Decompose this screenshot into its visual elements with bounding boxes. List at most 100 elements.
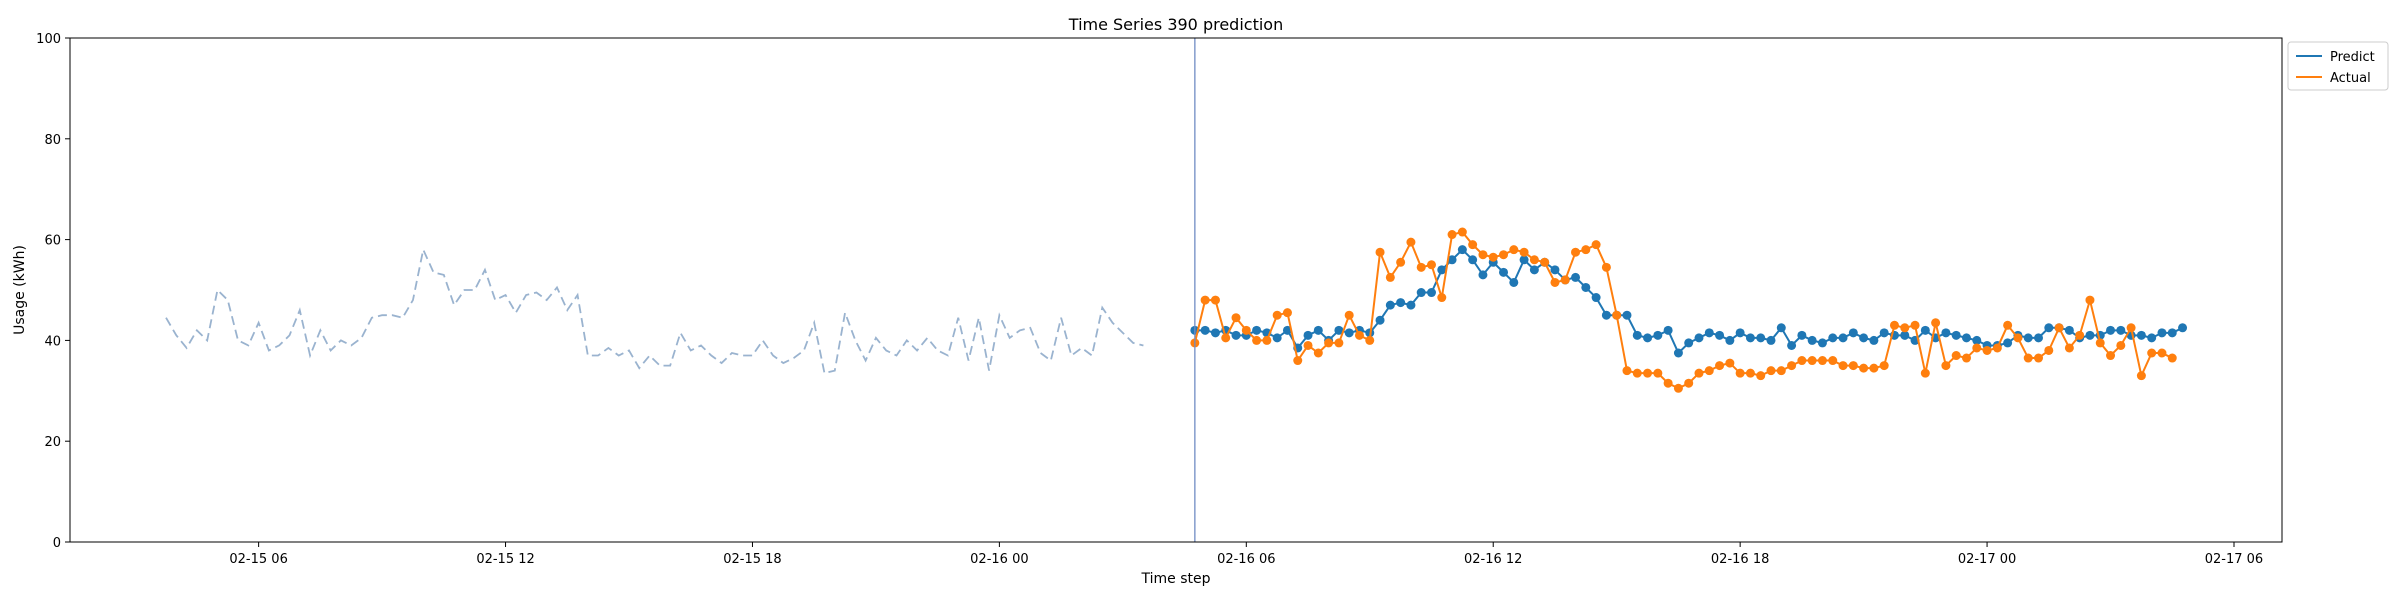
predict-point — [1972, 335, 1982, 345]
predict-point — [1920, 325, 1930, 335]
actual-point — [2106, 351, 2116, 361]
actual-point — [2064, 343, 2074, 353]
predict-point — [1745, 333, 1755, 343]
predict-point — [1272, 333, 1282, 343]
actual-point — [1694, 368, 1704, 378]
predict-point — [2157, 328, 2167, 338]
predict-point — [2136, 330, 2146, 340]
predict-point — [2064, 325, 2074, 335]
predict-point — [1282, 325, 1292, 335]
actual-point — [1663, 378, 1673, 388]
predict-point — [1879, 328, 1889, 338]
actual-point — [2116, 340, 2126, 350]
actual-point — [1653, 368, 1663, 378]
predict-point — [1694, 333, 1704, 343]
predict-point — [2085, 330, 2095, 340]
predict-point — [1848, 328, 1858, 338]
actual-point — [2147, 348, 2157, 358]
actual-point — [1900, 323, 1910, 333]
predict-point — [1601, 310, 1611, 320]
x-tick-label: 02-17 00 — [1958, 552, 2016, 567]
actual-point — [2034, 353, 2044, 363]
predict-point — [1817, 338, 1827, 348]
actual-point — [2054, 323, 2064, 333]
y-tick-label: 100 — [36, 32, 61, 47]
x-axis-label: Time step — [1141, 571, 1211, 587]
actual-point — [1313, 348, 1323, 358]
actual-point — [1951, 351, 1961, 361]
predict-point — [1756, 333, 1766, 343]
actual-point — [2126, 323, 2136, 333]
actual-point — [1869, 363, 1879, 373]
predict-point — [1961, 333, 1971, 343]
actual-point — [1488, 252, 1498, 262]
predict-point — [1529, 265, 1539, 275]
predict-point — [1735, 328, 1745, 338]
predict-point — [1715, 330, 1725, 340]
actual-point — [1992, 343, 2002, 353]
actual-point — [1889, 320, 1899, 330]
actual-point — [1344, 310, 1354, 320]
predict-point — [1725, 335, 1735, 345]
actual-line — [1193, 230, 2173, 390]
actual-point — [2013, 333, 2023, 343]
predict-point — [1457, 245, 1467, 255]
actual-point — [1601, 262, 1611, 272]
predict-point — [2106, 325, 2116, 335]
actual-point — [1643, 368, 1653, 378]
actual-point — [1210, 295, 1220, 305]
actual-point — [1941, 361, 1951, 371]
chart-title: Time Series 390 prediction — [1068, 15, 1283, 34]
actual-point — [1519, 247, 1529, 257]
predict-point — [1478, 270, 1488, 280]
actual-point — [1437, 293, 1447, 303]
predict-point — [1447, 255, 1457, 265]
actual-point — [2023, 353, 2033, 363]
actual-point — [2085, 295, 2095, 305]
predict-point — [1499, 267, 1509, 277]
x-tick-label: 02-15 06 — [229, 552, 287, 567]
actual-point — [1375, 247, 1385, 257]
predict-point — [1653, 330, 1663, 340]
legend-predict-label: Predict — [2330, 50, 2375, 65]
actual-point — [1848, 361, 1858, 371]
actual-point — [2136, 371, 2146, 381]
actual-point — [1766, 366, 1776, 376]
actual-point — [1828, 356, 1838, 366]
predict-point — [1684, 338, 1694, 348]
predict-point — [1406, 300, 1416, 310]
predict-point — [2044, 323, 2054, 333]
predict-point — [1704, 328, 1714, 338]
actual-point — [2157, 348, 2167, 358]
actual-point — [1879, 361, 1889, 371]
y-tick-label: 80 — [44, 133, 61, 148]
predict-point — [2178, 323, 2188, 333]
actual-point — [1787, 361, 1797, 371]
y-tick-label: 20 — [44, 435, 61, 450]
actual-point — [2167, 353, 2177, 363]
x-tick-label: 02-17 06 — [2205, 552, 2263, 567]
predict-point — [1869, 335, 1879, 345]
actual-point — [1756, 371, 1766, 381]
actual-point — [1745, 368, 1755, 378]
actual-point — [1426, 260, 1436, 270]
predict-point — [1632, 330, 1642, 340]
predict-point — [1571, 272, 1581, 282]
actual-point — [1735, 368, 1745, 378]
actual-point — [1529, 255, 1539, 265]
legend-actual-label: Actual — [2330, 71, 2371, 86]
predict-point — [1581, 282, 1591, 292]
predict-point — [2147, 333, 2157, 343]
predict-point — [1252, 325, 1262, 335]
actual-point — [1457, 227, 1467, 237]
predict-point — [1550, 265, 1560, 275]
predict-point — [1643, 333, 1653, 343]
predict-point — [1509, 277, 1519, 287]
predict-point — [1828, 333, 1838, 343]
predict-point — [2023, 333, 2033, 343]
actual-point — [1262, 335, 1272, 345]
predict-point — [1303, 330, 1313, 340]
actual-point — [1859, 363, 1869, 373]
actual-point — [1910, 320, 1920, 330]
predict-point — [1622, 310, 1632, 320]
